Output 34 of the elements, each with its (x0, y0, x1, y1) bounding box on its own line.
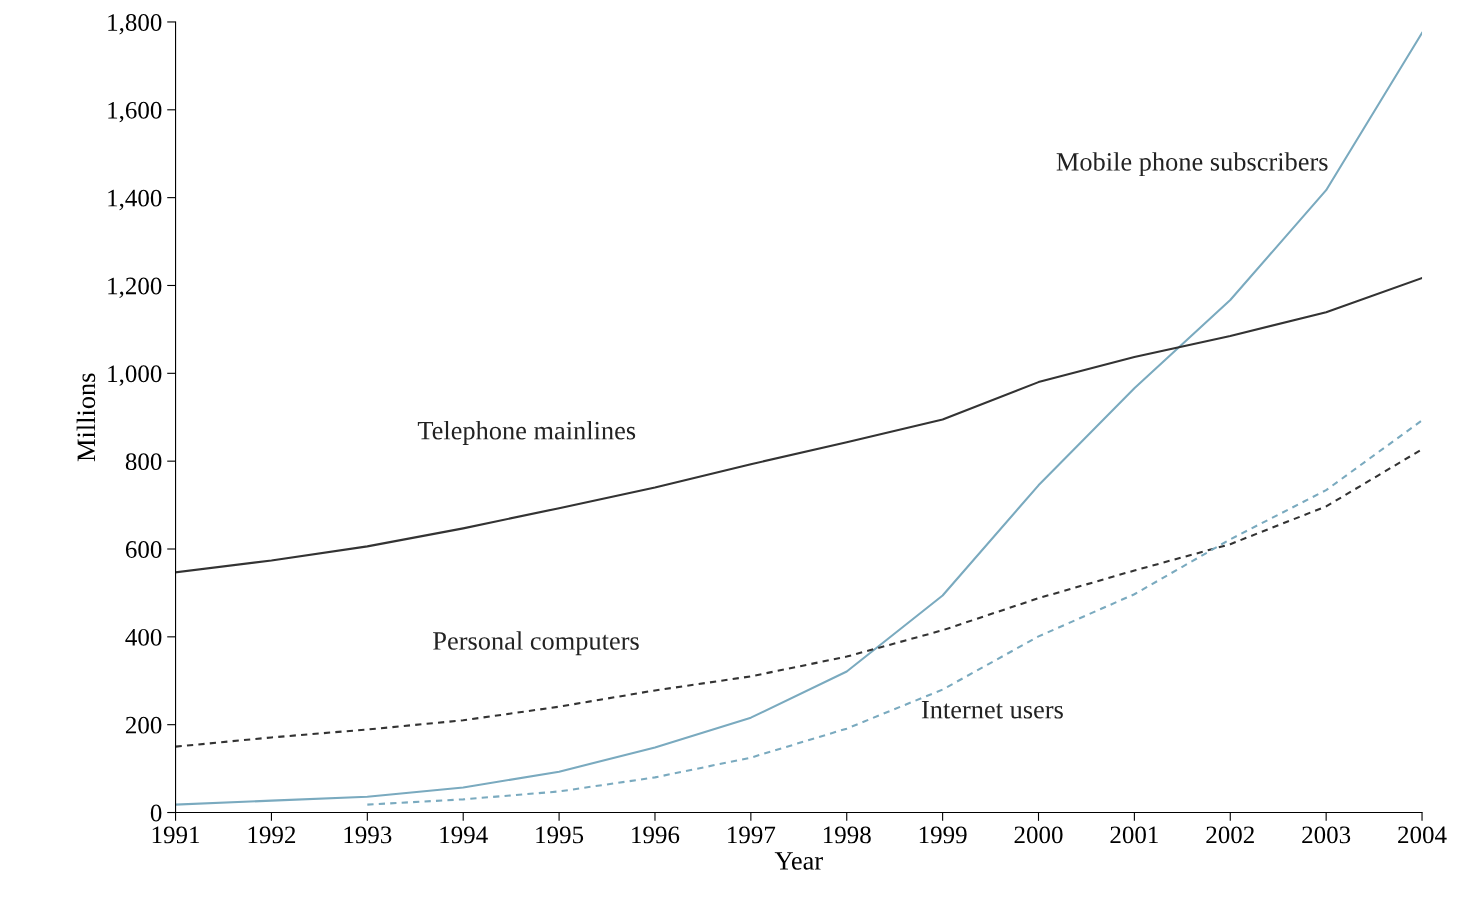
line-series (175, 31, 1423, 806)
y-tick-label: 1,600 (108, 101, 162, 123)
y-tick-label: 400 (125, 628, 162, 646)
x-tick-label: 1994 (440, 826, 488, 844)
y-tick-label: 600 (125, 541, 162, 558)
x-tick-label: 1997 (728, 826, 776, 844)
series-label: Telephone mainlines (417, 420, 636, 445)
x-tick-label: 1991 (152, 826, 200, 844)
y-tick-label: 200 (125, 716, 162, 734)
line-series (175, 448, 1423, 748)
y-tick-label: 800 (125, 453, 162, 471)
series-label: Personal computers (433, 631, 639, 656)
series-label: Mobile phone subscribers (1056, 152, 1328, 177)
y-axis-title: Millions (76, 373, 96, 462)
x-axis-title: Year (774, 852, 823, 870)
y-tick-label: 1,000 (108, 365, 162, 386)
x-tick-label: 2004 (1398, 826, 1447, 844)
series-label: Internet users (921, 701, 1063, 719)
y-tick-label: 1,200 (108, 277, 162, 298)
x-tick-label: 2002 (1206, 826, 1254, 844)
x-tick-label: 2001 (1110, 826, 1158, 844)
y-tick-label: 1,400 (108, 189, 162, 211)
x-tick-label: 2003 (1302, 826, 1351, 844)
y-tick-label: 0 (150, 804, 162, 822)
line-series (175, 276, 1423, 574)
line-series (366, 419, 1423, 806)
x-tick-label: 1998 (823, 826, 871, 844)
x-tick-label: 2000 (1014, 826, 1063, 844)
x-tick-label: 1995 (536, 826, 584, 844)
x-tick-label: 1992 (248, 826, 296, 844)
x-tick-label: 1993 (344, 826, 392, 844)
x-tick-label: 1996 (632, 826, 680, 844)
x-tick-label: 1999 (919, 826, 967, 844)
y-tick-label: 1,800 (108, 14, 162, 35)
